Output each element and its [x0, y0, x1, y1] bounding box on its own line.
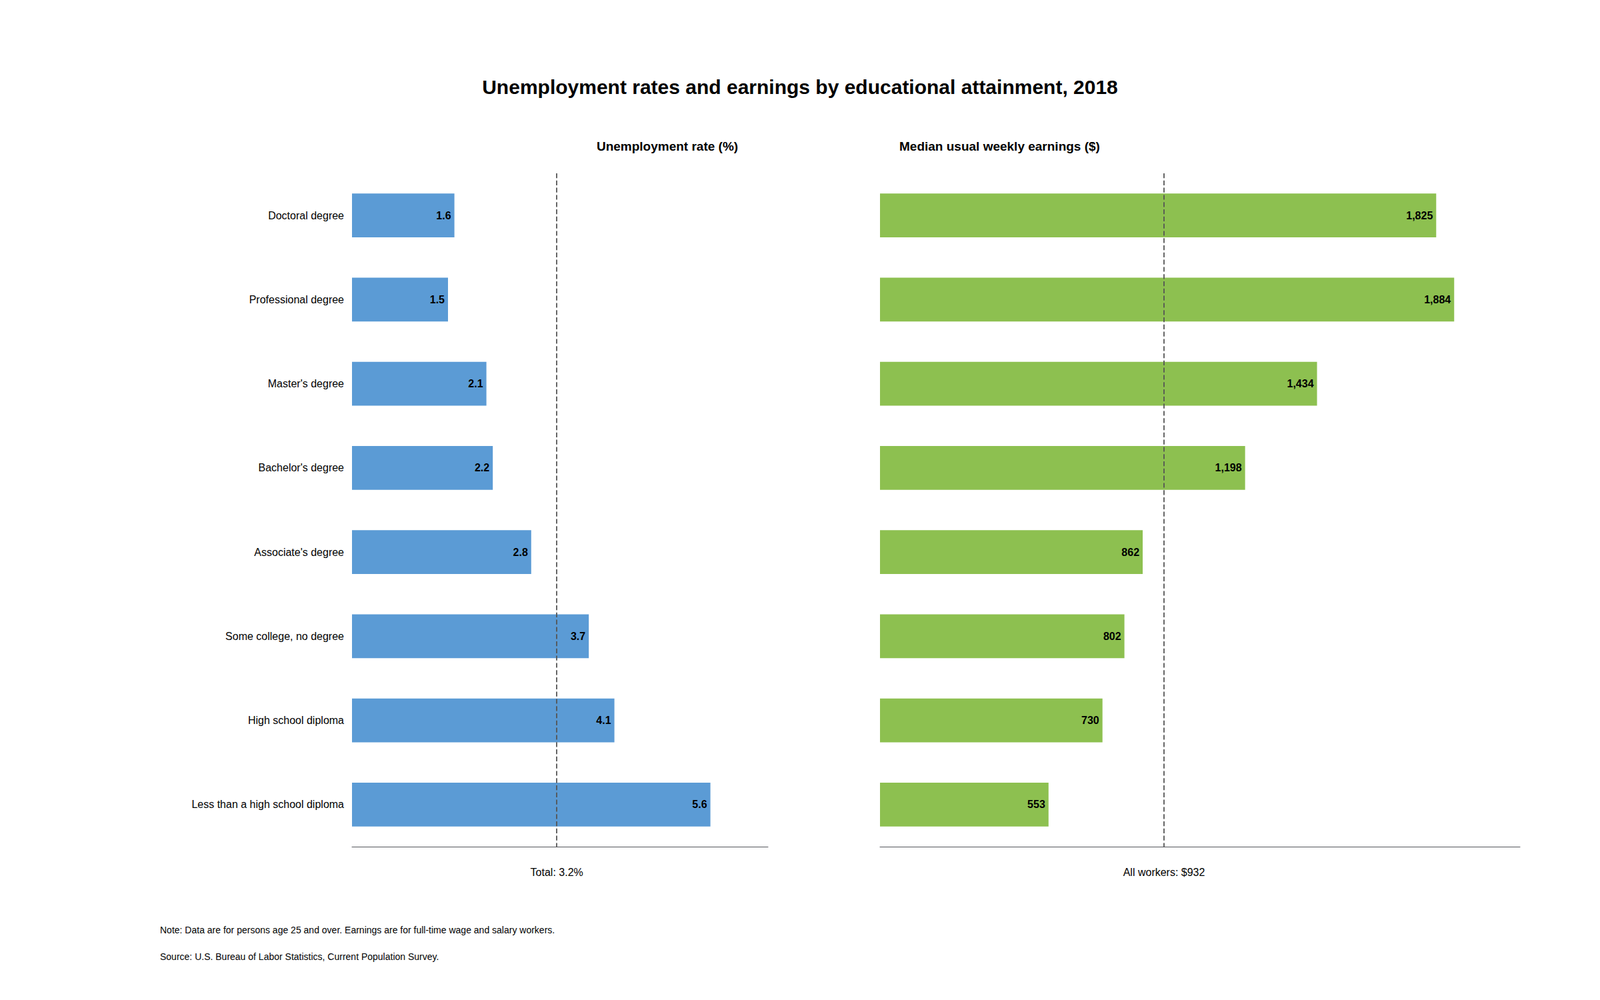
- svg-text:Note: Data are for persons age: Note: Data are for persons age 25 and ov…: [160, 924, 555, 936]
- svg-text:Median usual weekly earnings (: Median usual weekly earnings ($): [899, 139, 1100, 154]
- svg-text:All workers: $932: All workers: $932: [1123, 866, 1206, 878]
- svg-text:1,825: 1,825: [1406, 210, 1433, 222]
- svg-text:Doctoral degree: Doctoral degree: [268, 210, 344, 222]
- svg-text:3.7: 3.7: [570, 630, 586, 642]
- svg-text:High school diploma: High school diploma: [248, 714, 344, 726]
- svg-text:553: 553: [1027, 798, 1046, 810]
- svg-text:4.1: 4.1: [596, 714, 611, 726]
- svg-text:5.6: 5.6: [692, 798, 707, 810]
- svg-text:862: 862: [1121, 546, 1140, 558]
- svg-text:1,884: 1,884: [1424, 294, 1451, 306]
- svg-text:Unemployment rate (%): Unemployment rate (%): [596, 139, 738, 154]
- svg-text:Professional degree: Professional degree: [249, 294, 344, 306]
- svg-text:1,198: 1,198: [1215, 462, 1242, 474]
- svg-text:1.5: 1.5: [430, 294, 445, 306]
- svg-text:Total: 3.2%: Total: 3.2%: [530, 866, 584, 878]
- svg-text:Less than a high school diplom: Less than a high school diploma: [191, 798, 344, 810]
- svg-text:2.2: 2.2: [474, 462, 490, 474]
- svg-text:2.1: 2.1: [468, 378, 483, 390]
- svg-text:1,434: 1,434: [1286, 378, 1314, 390]
- svg-text:Some college, no degree: Some college, no degree: [225, 630, 344, 642]
- svg-text:Unemployment rates and earning: Unemployment rates and earnings by educa…: [482, 76, 1118, 98]
- svg-text:Bachelor's degree: Bachelor's degree: [258, 462, 345, 474]
- svg-text:1.6: 1.6: [436, 210, 451, 222]
- svg-text:802: 802: [1103, 630, 1122, 642]
- svg-text:730: 730: [1081, 714, 1100, 726]
- svg-text:Associate's degree: Associate's degree: [254, 546, 344, 558]
- svg-text:2.8: 2.8: [513, 546, 528, 558]
- svg-text:Master's degree: Master's degree: [268, 378, 344, 390]
- svg-text:Source: U.S. Bureau of Labor S: Source: U.S. Bureau of Labor Statistics,…: [160, 951, 439, 962]
